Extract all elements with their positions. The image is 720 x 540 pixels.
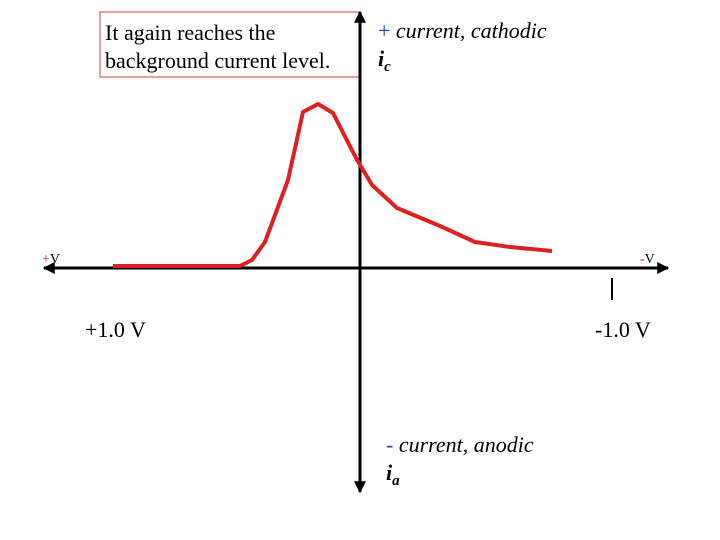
annotation-line: It again reaches the xyxy=(105,20,275,45)
current-curve xyxy=(113,102,553,268)
sign: + xyxy=(42,252,50,267)
label-text: current, cathodic xyxy=(396,18,547,43)
left-end-label: +V xyxy=(42,252,60,267)
tick-label: +1.0 V xyxy=(85,317,146,342)
sign: - xyxy=(640,252,645,267)
anodic-symbol: ia xyxy=(386,460,400,489)
symbol: i xyxy=(378,46,385,71)
cathodic-label: + current, cathodic xyxy=(378,18,547,43)
cathodic-symbol: ic xyxy=(378,46,391,75)
letter: V xyxy=(645,252,655,267)
symbol: i xyxy=(386,460,393,485)
label-text: current, anodic xyxy=(399,432,534,457)
anodic-label: - current, anodic xyxy=(386,432,534,457)
tick-label: -1.0 V xyxy=(595,317,651,342)
sign: + xyxy=(378,18,390,43)
letter: V xyxy=(50,252,60,267)
right-end-label: -V xyxy=(640,252,655,267)
subscript: c xyxy=(384,59,391,75)
sign: - xyxy=(386,432,393,457)
annotation-line: background current level. xyxy=(105,48,330,73)
subscript: a xyxy=(392,473,400,489)
